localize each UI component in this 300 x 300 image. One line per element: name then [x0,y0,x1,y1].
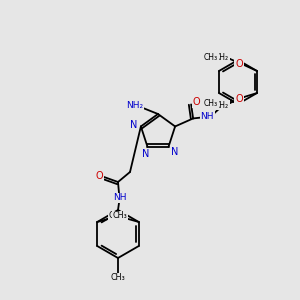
Text: CH₃: CH₃ [204,100,218,109]
Text: CH₃: CH₃ [112,212,127,220]
Text: N: N [130,120,138,130]
Text: CH₃: CH₃ [109,212,124,220]
Text: NH₂: NH₂ [126,101,144,110]
Text: N: N [142,148,149,159]
Text: CH₂: CH₂ [215,100,229,109]
Text: N: N [171,147,178,157]
Text: NH: NH [113,194,127,202]
Text: O: O [192,98,200,107]
Text: O: O [95,171,103,181]
Text: NH: NH [200,112,214,121]
Text: CH₃: CH₃ [111,274,125,283]
Text: O: O [235,59,243,69]
Text: CH₃: CH₃ [204,53,218,62]
Text: CH₂: CH₂ [215,52,229,62]
Text: O: O [235,94,243,104]
